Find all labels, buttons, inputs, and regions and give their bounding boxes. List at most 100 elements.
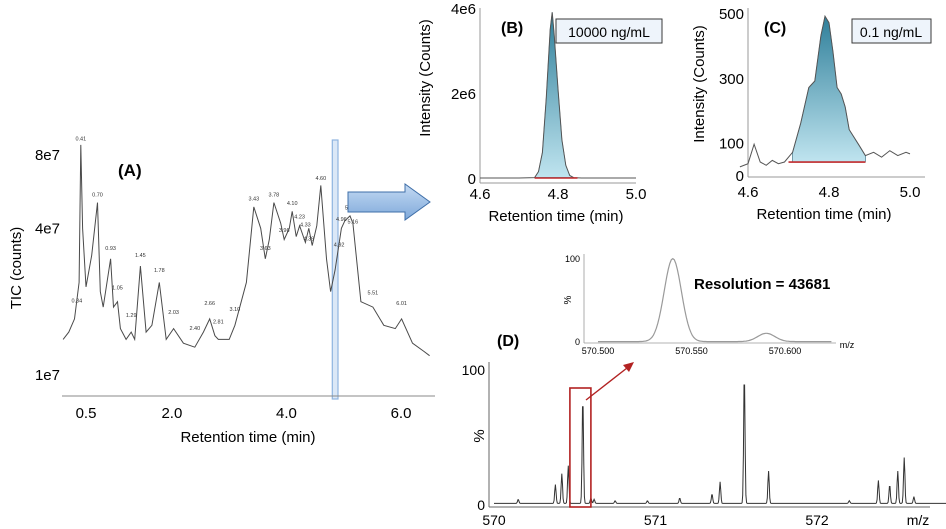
peak-label: 2.66 bbox=[204, 301, 215, 307]
y-tick-label: 0 bbox=[468, 171, 476, 188]
panel-d-x-ticks: 570 571 572 bbox=[482, 512, 829, 528]
peak-label: 1.78 bbox=[154, 268, 165, 274]
panel-c-x-axis-label: Retention time (min) bbox=[756, 206, 891, 223]
peak-label: 3.63 bbox=[260, 246, 271, 252]
panel-d-zoom-arrowhead-icon bbox=[623, 362, 634, 372]
inset-y-axis-label: % bbox=[563, 295, 574, 304]
x-tick-label: 4.8 bbox=[548, 186, 569, 203]
y-tick-label: 4e6 bbox=[451, 1, 476, 18]
inset-spectrum bbox=[598, 257, 832, 343]
panel-d-y-axis-label: % bbox=[471, 429, 488, 442]
panel-b-x-axis-label: Retention time (min) bbox=[488, 208, 623, 225]
peak-label: 2.03 bbox=[168, 310, 179, 316]
panel-d-y-ticks: 0 100 bbox=[462, 362, 486, 513]
x-tick-label: 4.6 bbox=[738, 184, 759, 201]
panel-c-y-ticks: 0 100 300 500 bbox=[719, 6, 744, 185]
y-tick-label: 100 bbox=[719, 136, 744, 153]
panel-c-label: (C) bbox=[764, 20, 786, 37]
panel-b-annotation: 10000 ng/mL bbox=[568, 24, 650, 40]
y-tick-label: 0 bbox=[736, 168, 744, 185]
x-tick-label: 570 bbox=[482, 512, 506, 528]
y-tick-label: 0 bbox=[477, 497, 485, 513]
y-tick-label: 2e6 bbox=[451, 86, 476, 103]
peak-label: 4.92 bbox=[334, 243, 345, 249]
panel-c-annotation: 0.1 ng/mL bbox=[860, 24, 922, 40]
inset-x-tick-label: 570.600 bbox=[769, 346, 802, 356]
x-tick-label: 572 bbox=[805, 512, 829, 528]
y-tick-label: 500 bbox=[719, 6, 744, 23]
panel-d-zoom-arrow bbox=[585, 367, 628, 401]
peak-label: 0.34 bbox=[71, 298, 82, 304]
panel-c: 4.6 4.8 5.0 0 100 300 500 (C) 0.1 ng/mL Reten… bbox=[691, 6, 932, 223]
panel-b: 4.6 4.8 5.0 0 2e6 4e6 (B) 10000 ng/mL Retent… bbox=[417, 1, 663, 225]
panel-a-peak-labels: 0.34 0.41 0.70 0.93 1.05 1.29 1.45 1.78 2.03 2.40… bbox=[71, 137, 407, 333]
inset-resolution-label: Resolution = 43681 bbox=[694, 276, 830, 293]
panel-a-x-ticks: 0.5 2.0 4.0 6.0 bbox=[76, 405, 412, 422]
panel-c-x-ticks: 4.6 4.8 5.0 bbox=[738, 184, 921, 201]
panel-d-x-axis-label: m/z bbox=[907, 512, 930, 528]
link-arrow-icon bbox=[347, 183, 431, 221]
x-tick-label: 571 bbox=[644, 512, 668, 528]
panel-a-label: (A) bbox=[118, 161, 142, 180]
peak-label: 3.43 bbox=[248, 197, 259, 203]
x-tick-label: 4.6 bbox=[470, 186, 491, 203]
panel-c-annotation-box bbox=[851, 18, 932, 44]
peak-label: 3.96 bbox=[279, 228, 290, 234]
panel-b-label: (B) bbox=[501, 20, 523, 37]
panel-d-spectrum bbox=[494, 384, 946, 504]
panel-b-y-axis-label: Intensity (Counts) bbox=[417, 19, 434, 137]
panel-a-x-axis-label: Retention time (min) bbox=[180, 429, 315, 446]
peak-label: 2.40 bbox=[189, 326, 200, 332]
x-tick-label: 4.8 bbox=[819, 184, 840, 201]
panel-b-y-ticks: 0 2e6 4e6 bbox=[451, 1, 476, 188]
peak-label: 5.16 bbox=[348, 220, 359, 226]
y-tick-label: 1e7 bbox=[35, 367, 60, 384]
inset-x-axis-label: m/z bbox=[840, 340, 855, 350]
inset-y-ticks: 0 100 bbox=[565, 254, 580, 347]
y-tick-label: 100 bbox=[462, 362, 486, 378]
panel-a: 0.34 0.41 0.70 0.93 1.05 1.29 1.45 1.78 2.03 2.40… bbox=[8, 137, 435, 446]
y-tick-label: 8e7 bbox=[35, 147, 60, 164]
peak-label: 0.70 bbox=[92, 193, 103, 199]
peak-label: 4.33 bbox=[300, 222, 311, 228]
inset-y-tick-label: 0 bbox=[575, 337, 580, 347]
peak-label: 1.29 bbox=[126, 313, 137, 319]
panel-b-x-ticks: 4.6 4.8 5.0 bbox=[470, 186, 647, 203]
peak-label: 1.05 bbox=[112, 286, 123, 292]
peak-label: 0.93 bbox=[105, 246, 116, 252]
inset-y-tick-label: 100 bbox=[565, 254, 580, 264]
inset-x-ticks: 570.500 570.550 570.600 bbox=[582, 346, 802, 356]
peak-label: 0.41 bbox=[75, 137, 86, 143]
panel-a-tic-trace bbox=[62, 144, 430, 357]
x-tick-label: 5.0 bbox=[900, 184, 921, 201]
x-tick-label: 6.0 bbox=[391, 405, 412, 422]
panel-c-trace bbox=[739, 14, 911, 168]
panel-c-y-axis-label: Intensity (Counts) bbox=[691, 25, 708, 143]
peak-label: 3.10 bbox=[230, 307, 241, 313]
x-tick-label: 2.0 bbox=[161, 405, 182, 422]
panel-a-y-ticks: 1e7 4e7 8e7 bbox=[35, 147, 60, 384]
x-tick-label: 5.0 bbox=[626, 186, 647, 203]
x-tick-label: 0.5 bbox=[76, 405, 97, 422]
y-tick-label: 300 bbox=[719, 71, 744, 88]
peak-label: 4.39 bbox=[303, 237, 314, 243]
peak-label: 3.78 bbox=[269, 193, 280, 199]
peak-label: 4.10 bbox=[287, 201, 298, 207]
x-tick-label: 4.0 bbox=[276, 405, 297, 422]
panel-d-label: (D) bbox=[497, 333, 519, 350]
peak-label: 2.81 bbox=[213, 319, 224, 325]
panel-a-y-axis-label: TIC (counts) bbox=[8, 227, 25, 310]
peak-label: 5.51 bbox=[368, 291, 379, 297]
peak-label: 6.01 bbox=[396, 301, 407, 307]
panel-b-annotation-box bbox=[555, 18, 663, 44]
inset-x-tick-label: 570.500 bbox=[582, 346, 615, 356]
panel-d-zoom-box bbox=[569, 387, 592, 508]
peak-label: 1.45 bbox=[135, 253, 146, 259]
peak-label: 4.23 bbox=[294, 215, 305, 221]
inset-x-tick-label: 570.550 bbox=[675, 346, 708, 356]
panel-d-inset: 570.500 570.550 570.600 0 100 % m/z Resolut… bbox=[563, 254, 855, 356]
y-tick-label: 4e7 bbox=[35, 220, 60, 237]
peak-label: 4.60 bbox=[315, 176, 326, 182]
